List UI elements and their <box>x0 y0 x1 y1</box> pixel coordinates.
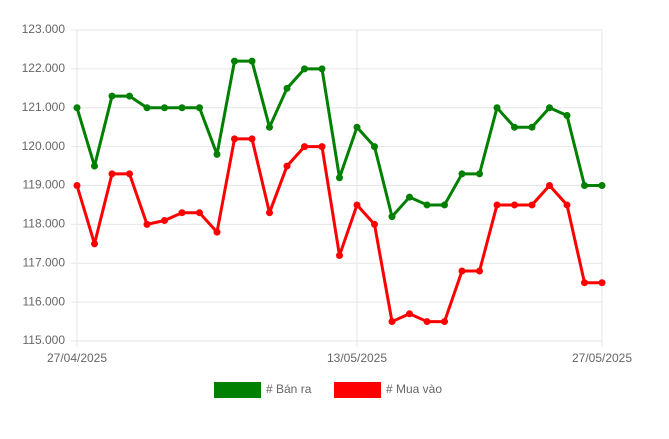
legend-label: # Bán ra <box>266 382 312 396</box>
point <box>528 201 536 209</box>
point <box>511 123 518 131</box>
x-tick-label: 13/05/2025 <box>327 351 387 365</box>
x-tick-label: 27/04/2025 <box>47 351 107 365</box>
point <box>213 150 221 158</box>
point <box>266 123 273 131</box>
point <box>161 104 168 112</box>
point <box>73 182 81 189</box>
point <box>423 201 431 209</box>
point <box>388 213 396 221</box>
y-tick-label: 118.000 <box>23 217 66 231</box>
point <box>336 174 343 182</box>
point <box>406 310 413 318</box>
point <box>458 170 466 178</box>
point <box>353 123 361 131</box>
point <box>388 318 396 326</box>
point <box>598 279 606 287</box>
point <box>231 135 238 143</box>
point <box>371 220 378 228</box>
point <box>318 143 326 151</box>
y-tick-label: 120.000 <box>22 139 66 153</box>
point <box>196 209 203 217</box>
y-tick-label: 122.000 <box>22 61 66 75</box>
point <box>91 240 98 248</box>
series-line <box>75 137 602 324</box>
point <box>178 209 186 217</box>
y-tick-label: 117.000 <box>23 255 66 269</box>
point <box>353 201 361 209</box>
legend-swatch <box>334 382 381 398</box>
series-line <box>75 59 602 219</box>
point <box>581 182 588 189</box>
point <box>441 318 448 326</box>
point <box>248 135 256 143</box>
point <box>493 201 501 209</box>
point <box>213 228 221 236</box>
point <box>598 182 606 189</box>
point <box>371 143 378 151</box>
legend-swatch <box>214 382 261 398</box>
point <box>441 201 448 209</box>
point <box>108 92 116 100</box>
point <box>266 209 273 217</box>
point <box>546 182 553 189</box>
x-tick-label: 27/05/2025 <box>572 351 632 365</box>
point <box>301 143 308 151</box>
point <box>528 123 536 131</box>
point <box>458 267 466 275</box>
legend-item[interactable]: # Mua vào <box>334 382 442 398</box>
point <box>511 201 518 209</box>
point <box>73 104 81 112</box>
point <box>563 112 571 120</box>
point <box>161 216 168 224</box>
point <box>126 170 133 178</box>
y-tick-label: 115.000 <box>23 333 66 347</box>
y-tick-label: 123.000 <box>22 22 66 36</box>
point <box>196 104 203 112</box>
point <box>581 279 588 287</box>
point <box>301 65 308 73</box>
point <box>91 162 98 170</box>
legend-item[interactable]: # Bán ra <box>214 382 312 398</box>
point <box>108 170 116 178</box>
point <box>476 170 483 178</box>
point <box>318 65 326 73</box>
y-tick-label: 119.000 <box>23 178 66 192</box>
point <box>283 84 291 92</box>
point <box>406 193 413 201</box>
point <box>476 267 483 275</box>
point <box>423 318 431 326</box>
point <box>178 104 186 112</box>
legend-label: # Mua vào <box>386 382 442 396</box>
point <box>231 57 238 65</box>
point <box>126 92 133 100</box>
point <box>493 104 501 112</box>
point <box>563 201 571 209</box>
point <box>143 220 151 228</box>
point <box>546 104 553 112</box>
point <box>283 162 291 170</box>
y-tick-label: 116.000 <box>23 294 66 308</box>
point <box>143 104 151 112</box>
point <box>248 57 256 65</box>
point <box>336 251 343 259</box>
y-tick-label: 121.000 <box>22 100 66 114</box>
